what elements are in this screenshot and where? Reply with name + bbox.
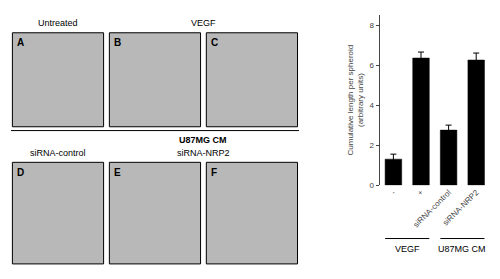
svg-text:VEGF: VEGF	[191, 18, 216, 28]
svg-text:C: C	[211, 37, 218, 48]
svg-text:siRNA-NRP2: siRNA-NRP2	[441, 188, 481, 228]
svg-text:D: D	[17, 167, 24, 178]
svg-text:E: E	[114, 167, 121, 178]
svg-text:siRNA-control: siRNA-control	[30, 148, 86, 158]
svg-text:B: B	[114, 37, 121, 48]
svg-text:+: +	[416, 188, 426, 198]
svg-text:Cumulative length per spheroid: Cumulative length per spheroid(arbitrary…	[346, 45, 365, 156]
svg-text:-: -	[389, 188, 397, 196]
svg-text:4: 4	[370, 101, 375, 110]
svg-text:VEGF: VEGF	[395, 244, 420, 254]
svg-text:siRNA-NRP2: siRNA-NRP2	[177, 148, 230, 158]
svg-text:2: 2	[370, 141, 375, 150]
svg-text:A: A	[17, 37, 24, 48]
svg-text:8: 8	[370, 21, 375, 30]
svg-text:siRNA-control: siRNA-control	[412, 188, 453, 229]
svg-text:0: 0	[370, 181, 375, 190]
svg-text:6: 6	[370, 61, 375, 70]
svg-text:Untreated: Untreated	[38, 18, 78, 28]
svg-text:F: F	[211, 167, 217, 178]
svg-text:U87MG CM: U87MG CM	[438, 244, 486, 254]
svg-text:U87MG CM: U87MG CM	[179, 135, 227, 145]
